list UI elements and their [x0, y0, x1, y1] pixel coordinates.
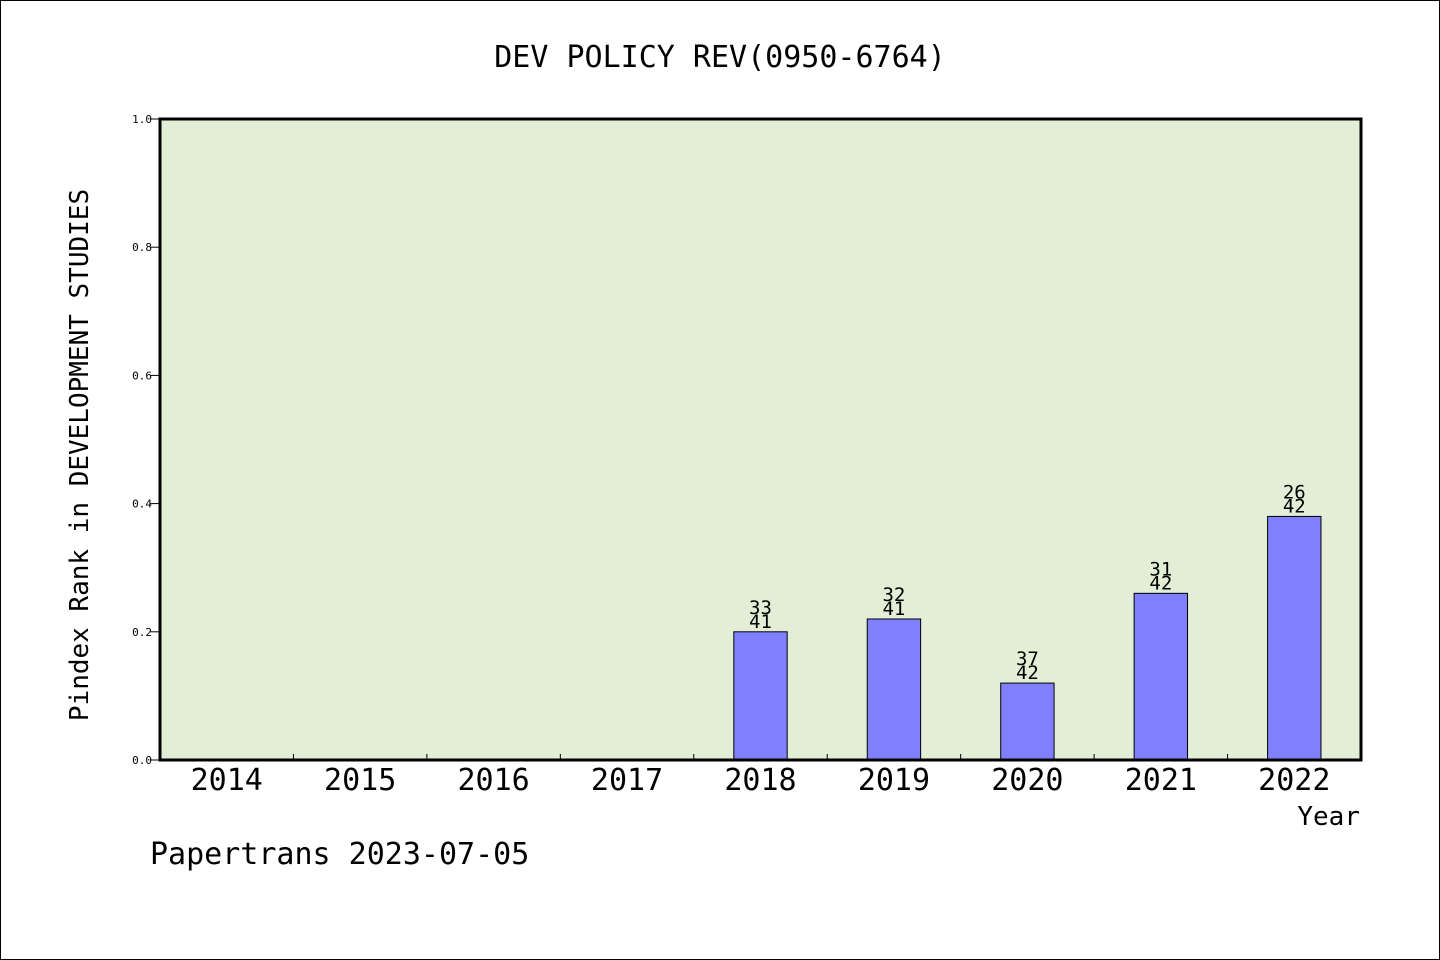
x-tick-label: 2022	[1258, 763, 1330, 798]
y-tick-label: 1.0	[132, 113, 152, 126]
x-tick-label: 2020	[991, 763, 1063, 798]
x-tick-label: 2016	[457, 763, 529, 798]
y-axis-label: Pindex Rank in DEVELOPMENT STUDIES	[65, 189, 95, 721]
bar-rank-label: 37	[1016, 648, 1039, 670]
y-tick-label: 0.8	[132, 241, 152, 254]
y-tick-label: 0.6	[132, 369, 152, 382]
y-tick-label: 0.4	[132, 498, 152, 511]
x-tick-label: 2021	[1125, 763, 1197, 798]
chart-title: DEV POLICY REV(0950-6764)	[494, 40, 946, 75]
bar-2019	[866, 618, 922, 761]
x-tick-label: 2015	[324, 763, 396, 798]
bar-total-label: 41	[749, 611, 772, 633]
bar-rank-label: 31	[1149, 558, 1172, 580]
y-axis: 0.0 0.2 0.4 0.6 0.8 1.0	[132, 113, 160, 767]
bar-2022	[1267, 515, 1322, 761]
footer-watermark: Papertrans 2023-07-05	[150, 837, 529, 872]
plot-border	[158, 117, 1363, 762]
x-tick-label: 2014	[191, 763, 263, 798]
x-axis-label: Year	[1297, 802, 1360, 832]
bar-total-label: 41	[882, 598, 905, 620]
bar-rank-label: 33	[749, 597, 772, 619]
x-tick-label: 2018	[724, 763, 796, 798]
bar-total-label: 42	[1149, 572, 1172, 594]
bar-2021	[1133, 592, 1189, 761]
x-axis: 2014 2015 2016 2017 2018 2019 2020 2021 2022	[191, 754, 1330, 798]
y-tick-label: 0.2	[132, 626, 152, 639]
x-tick-label: 2017	[591, 763, 663, 798]
x-tick-label: 2019	[858, 763, 930, 798]
bar-total-label: 42	[1283, 495, 1306, 517]
bar-total-label: 42	[1016, 662, 1039, 684]
bars-layer	[733, 515, 1322, 761]
bar-2020	[1000, 682, 1055, 761]
bar-rank-label: 32	[882, 584, 905, 606]
bar-rank-label: 26	[1283, 481, 1306, 503]
bar-2018	[733, 631, 788, 761]
y-tick-label: 0.0	[132, 754, 152, 767]
